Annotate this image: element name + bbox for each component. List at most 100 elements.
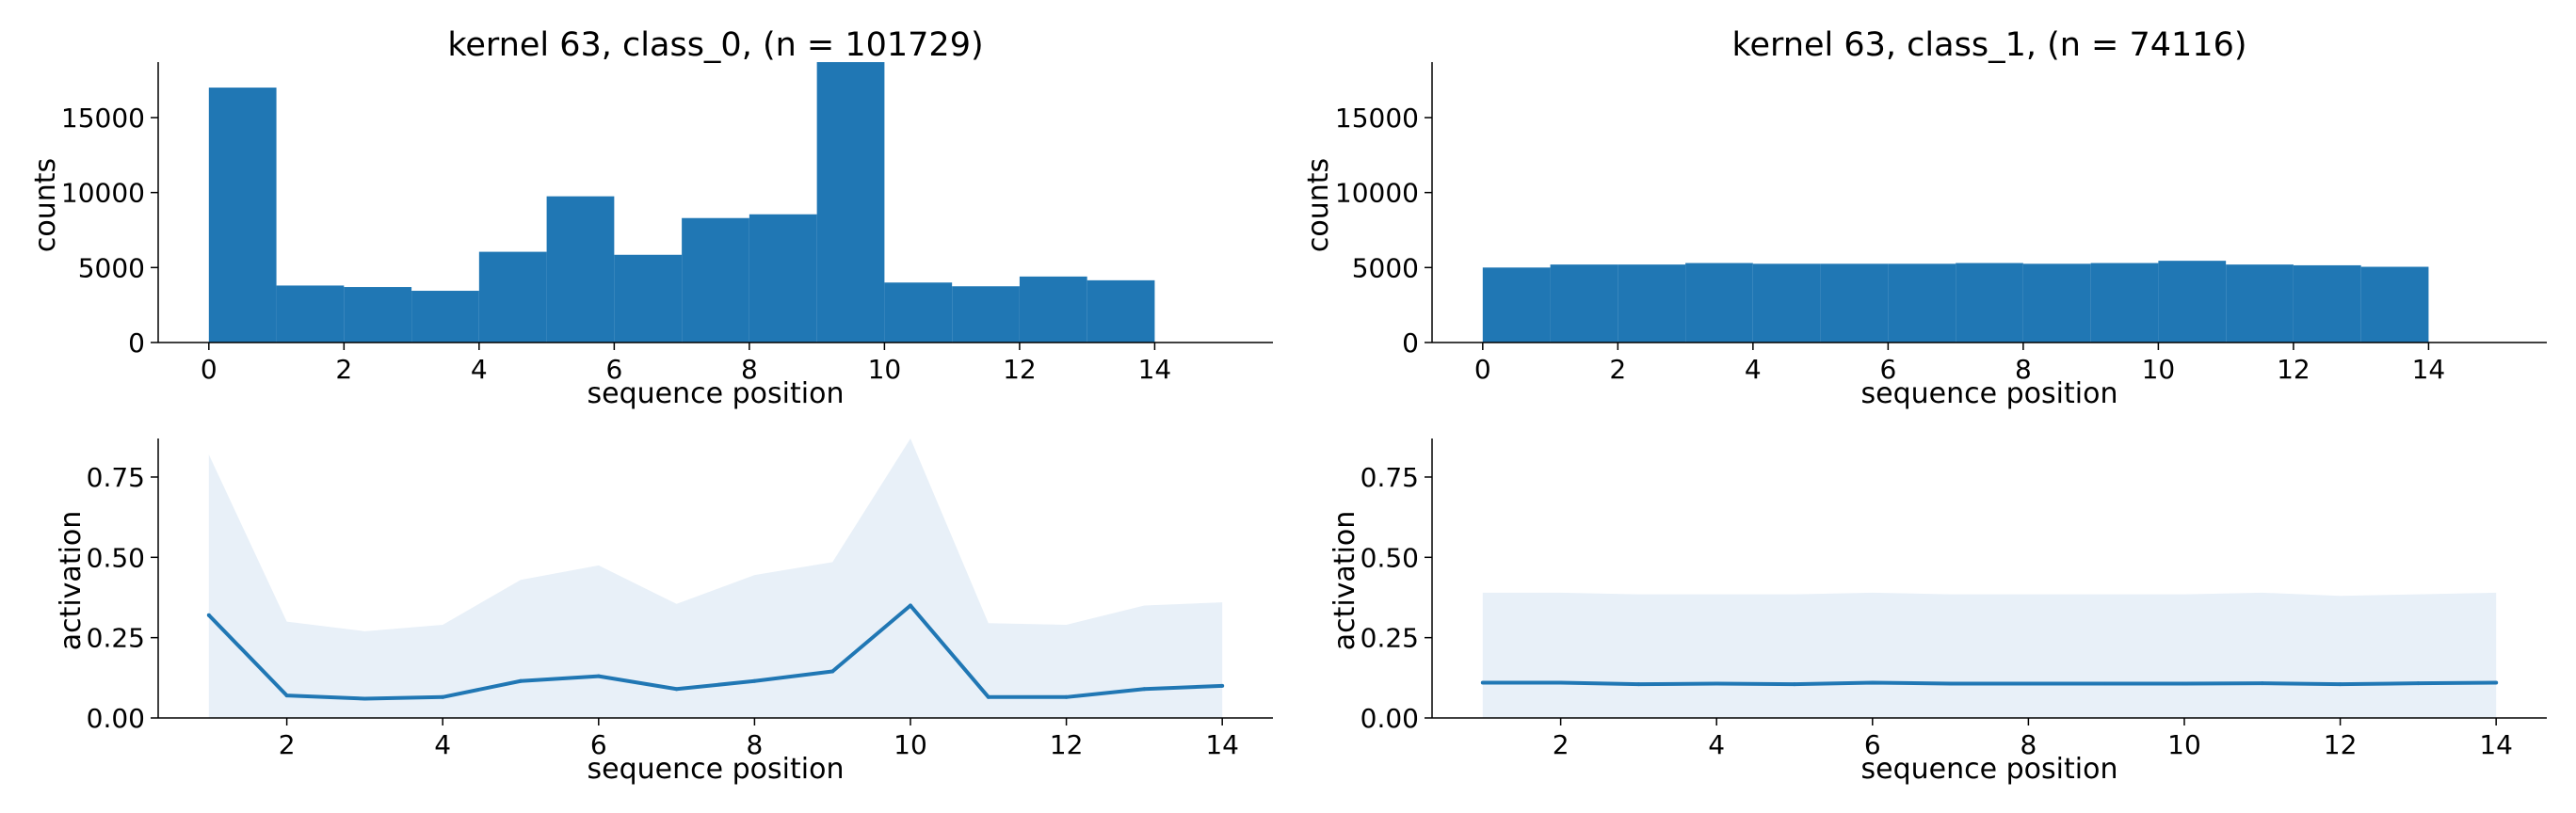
x-tick-label: 8 xyxy=(2015,354,2032,385)
y-tick-label: 0.50 xyxy=(1360,542,1419,573)
histogram-bar xyxy=(816,62,885,343)
histogram-bar xyxy=(682,217,749,343)
x-tick-label: 10 xyxy=(868,354,902,385)
y-tick-label: 0.50 xyxy=(87,542,145,573)
activation-point xyxy=(284,693,289,698)
y-tick-label: 10000 xyxy=(1335,178,1419,209)
y-tick-label: 0.75 xyxy=(87,462,145,493)
y-tick-label: 15000 xyxy=(61,103,145,134)
histogram-class-0: kernel 63, class_0, (n = 101729) sequenc… xyxy=(29,26,1273,410)
x-axis-label: sequence position xyxy=(1861,377,2118,410)
histogram-bar xyxy=(1019,276,1087,343)
x-tick-label: 14 xyxy=(2412,354,2446,385)
y-tick-label: 5000 xyxy=(78,252,145,283)
histogram-class-1: kernel 63, class_1, (n = 74116) sequence… xyxy=(1302,26,2547,410)
x-tick-label: 0 xyxy=(1474,354,1491,385)
activation-line xyxy=(1482,680,2497,687)
chart-title: kernel 63, class_1, (n = 74116) xyxy=(1732,26,2247,64)
histogram-bar xyxy=(546,196,615,343)
activation-point xyxy=(2416,681,2421,686)
x-tick-label: 6 xyxy=(590,729,607,760)
x-tick-label: 10 xyxy=(894,729,927,760)
x-tick-label: 4 xyxy=(434,729,451,760)
activation-point xyxy=(1870,680,1875,685)
activation-line-class-0: sequence position activation 2 4 6 8 10 12 14 0… xyxy=(55,438,1273,786)
activation-point xyxy=(1064,694,1069,699)
x-tick-label: 14 xyxy=(2479,729,2513,760)
x-tick-label: 12 xyxy=(1003,354,1037,385)
activation-point xyxy=(362,696,367,701)
activation-line xyxy=(207,603,1223,701)
histogram-bar xyxy=(2022,263,2091,343)
y-tick-label: 0 xyxy=(1402,327,1419,359)
activation-point xyxy=(1636,682,1641,687)
confidence-band xyxy=(208,438,1223,718)
activation-point xyxy=(1220,683,1225,688)
activation-point xyxy=(2104,681,2109,686)
y-tick-label: 0.25 xyxy=(1360,623,1419,654)
activation-point xyxy=(1558,680,1563,685)
histogram-bar xyxy=(2360,266,2429,343)
histogram-bar xyxy=(2158,261,2227,343)
histogram-bar xyxy=(1482,267,1551,343)
histogram-bar xyxy=(1888,263,1956,343)
activation-point xyxy=(1480,680,1485,685)
x-tick-label: 8 xyxy=(746,729,763,760)
activation-point xyxy=(752,678,757,683)
histogram-bar xyxy=(1956,263,2023,343)
histogram-bar xyxy=(1087,279,1155,343)
activation-point xyxy=(519,678,523,683)
y-axis-label: activation xyxy=(55,511,88,651)
y-tick-label: 15000 xyxy=(1335,103,1419,134)
activation-point xyxy=(674,687,679,692)
activation-point xyxy=(2260,681,2264,686)
x-tick-label: 8 xyxy=(2020,729,2037,760)
x-tick-label: 2 xyxy=(279,729,296,760)
x-tick-label: 12 xyxy=(1050,729,1084,760)
activation-line-class-1: sequence position activation 2 4 6 8 10 12 14 0… xyxy=(1328,438,2547,786)
histogram-bar xyxy=(884,282,953,343)
histogram-bar xyxy=(1752,263,1821,343)
activation-point xyxy=(2338,682,2343,687)
y-tick-label: 10000 xyxy=(61,178,145,209)
chart-title: kernel 63, class_0, (n = 101729) xyxy=(447,26,983,64)
histogram-bar xyxy=(208,88,277,343)
activation-point xyxy=(830,669,835,674)
x-tick-label: 2 xyxy=(1609,354,1626,385)
activation-point xyxy=(596,674,601,678)
x-tick-label: 4 xyxy=(471,354,488,385)
x-tick-label: 2 xyxy=(335,354,352,385)
activation-point xyxy=(1715,681,1719,686)
activation-point xyxy=(2182,681,2186,686)
y-axis-label: counts xyxy=(29,158,62,252)
histogram-bar xyxy=(1618,264,1686,343)
activation-point xyxy=(206,613,211,617)
x-tick-label: 6 xyxy=(605,354,622,385)
x-axis-label: sequence position xyxy=(588,753,845,786)
histogram-bar xyxy=(2090,263,2159,343)
histogram-bar xyxy=(2226,264,2294,343)
y-tick-label: 0.00 xyxy=(87,703,145,734)
x-tick-label: 12 xyxy=(2324,729,2358,760)
x-tick-label: 10 xyxy=(2167,729,2201,760)
x-tick-label: 0 xyxy=(201,354,217,385)
histogram-bar xyxy=(276,285,345,343)
x-axis-label: sequence position xyxy=(1861,753,2118,786)
activation-point xyxy=(986,694,990,699)
confidence-band xyxy=(1482,592,2497,718)
y-tick-label: 0.75 xyxy=(1360,462,1419,493)
histogram-bar xyxy=(952,286,1020,343)
x-tick-label: 6 xyxy=(1879,354,1896,385)
histogram-bar xyxy=(1685,263,1753,343)
histogram-bar xyxy=(1820,263,1889,343)
activation-point xyxy=(1793,682,1797,687)
y-tick-label: 5000 xyxy=(1352,252,1419,283)
histogram-bar xyxy=(478,251,547,343)
y-tick-label: 0 xyxy=(128,327,145,359)
x-axis-label: sequence position xyxy=(588,377,845,410)
y-axis-label: activation xyxy=(1328,511,1361,651)
x-tick-label: 4 xyxy=(1708,729,1725,760)
activation-point xyxy=(908,603,912,608)
x-tick-label: 6 xyxy=(1864,729,1881,760)
